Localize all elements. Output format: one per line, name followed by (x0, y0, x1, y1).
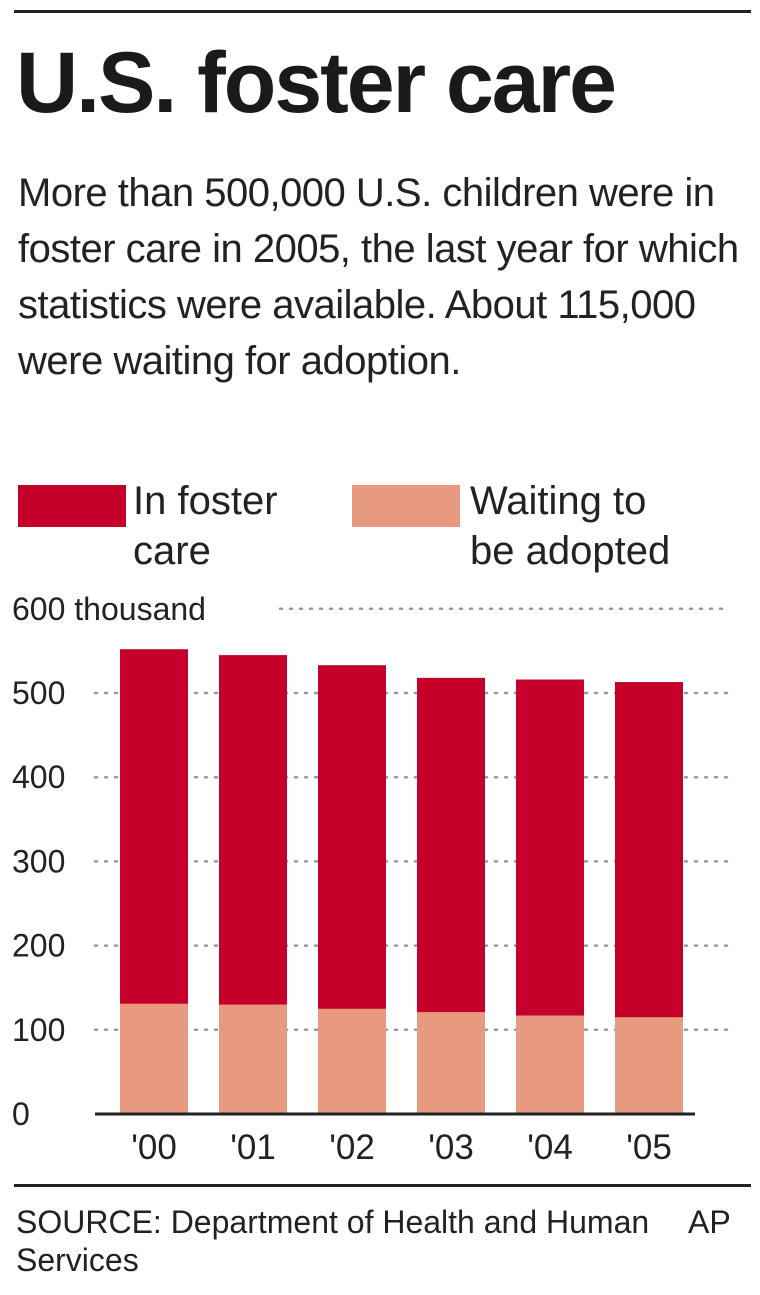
chart-subtitle: More than 500,000 U.S. children were in … (18, 171, 739, 383)
y-tick-label: 300 (12, 843, 65, 879)
x-tick-label: '05 (626, 1128, 672, 1167)
y-tick-label: 0 (12, 1096, 30, 1132)
y-tick-label: 400 (12, 759, 65, 795)
bar-waiting-adoption (417, 1012, 485, 1114)
y-tick-label: 200 (12, 928, 65, 964)
top-rule (14, 10, 751, 13)
legend-label-foster-care: In foster care (133, 479, 278, 573)
credit-label: AP (688, 1204, 731, 1240)
source-note: SOURCE: Department of Health and Human S… (16, 1204, 650, 1278)
x-tick-label: '04 (527, 1128, 573, 1167)
y-tick-label: 100 (12, 1012, 65, 1048)
legend-label-waiting-adoption: Waiting to be adopted (470, 479, 671, 573)
bar-waiting-adoption (615, 1017, 683, 1114)
y-tick-label: 600 thousand (12, 591, 206, 627)
bar-waiting-adoption (318, 1008, 386, 1114)
chart-title: U.S. foster care (16, 35, 617, 131)
x-tick-label: '00 (131, 1128, 177, 1167)
legend-swatch-waiting-adoption (352, 485, 460, 527)
y-tick-label: 500 (12, 675, 65, 711)
bottom-rule (14, 1184, 751, 1187)
bar-waiting-adoption (219, 1004, 287, 1114)
bar-waiting-adoption (120, 1003, 188, 1114)
x-tick-label: '03 (428, 1128, 474, 1167)
legend-swatch-foster-care (18, 485, 126, 527)
bar-waiting-adoption (516, 1015, 584, 1114)
x-tick-label: '01 (230, 1128, 276, 1167)
x-tick-label: '02 (329, 1128, 375, 1167)
